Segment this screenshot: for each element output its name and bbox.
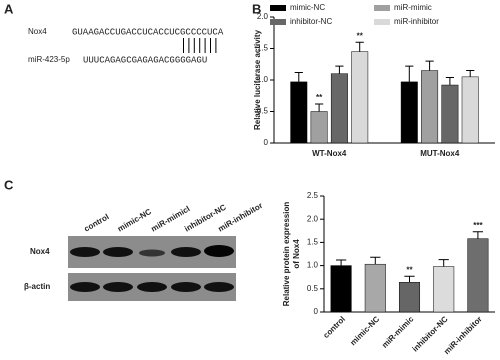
- sequence: GUAAGACCUGACCUCACCUCGCCCCUCA: [72, 27, 224, 37]
- x-tick-label: WT-Nox4: [312, 149, 347, 158]
- blot-row-label: β-actin: [24, 282, 50, 291]
- error-bar: [404, 275, 415, 283]
- panel-label: A: [4, 1, 14, 16]
- sequence-name: Nox4: [28, 27, 47, 36]
- x-tick-label: mimic-NC: [348, 314, 381, 347]
- bar: [330, 265, 352, 313]
- y-tick-label: 0: [314, 307, 319, 316]
- error-bar: [294, 71, 303, 82]
- error-bar: [370, 256, 381, 265]
- error-bar: [335, 65, 344, 74]
- y-tick-label: 0.5: [257, 107, 269, 116]
- error-bar: [405, 65, 414, 82]
- y-tick-label: 1.5: [257, 44, 269, 53]
- legend-swatch: [270, 19, 286, 25]
- blot: [68, 236, 236, 301]
- pairing-lines: [183, 38, 217, 53]
- bar: [364, 263, 386, 313]
- x-tick-label: MUT-Nox4: [420, 149, 460, 158]
- bar: [467, 238, 489, 313]
- significance: **: [316, 93, 323, 102]
- significance: **: [406, 265, 413, 274]
- error-bar: [438, 259, 449, 267]
- error-bar: [355, 41, 364, 52]
- lane-label: control: [83, 212, 111, 233]
- bar: [330, 73, 348, 144]
- bar: [461, 76, 479, 144]
- legend-swatch: [270, 5, 286, 11]
- bar: [290, 81, 308, 144]
- x-tick-label: miR-mimic: [380, 314, 416, 350]
- blot-row-label: Nox4: [30, 247, 50, 256]
- lane-label: mimic-NC: [116, 207, 153, 234]
- x-tick-label: control: [321, 315, 347, 341]
- y-tick-label: 2.0: [307, 214, 319, 223]
- y-axis-label: Relative luciferase activity: [253, 29, 262, 130]
- legend-label: miR-inhibitor: [394, 17, 439, 26]
- sequence: UUUCAGAGCGAGAGACGGGGAGU: [83, 55, 207, 65]
- bar: [398, 282, 421, 313]
- sequence-name: miR-423-5p: [28, 55, 70, 64]
- y-tick-label: 1.5: [307, 238, 319, 247]
- legend-swatch: [374, 19, 390, 25]
- legend-label: inhibitor-NC: [290, 17, 332, 26]
- y-tick-label: 1.0: [307, 261, 319, 270]
- bar: [400, 81, 418, 144]
- legend-swatch: [374, 5, 390, 11]
- error-bar: [425, 60, 434, 71]
- legend-label: miR-mimic: [394, 3, 432, 12]
- panel-label: B: [252, 1, 261, 16]
- legend-label: mimic-NC: [290, 3, 325, 12]
- y-tick-label: 0.5: [307, 284, 319, 293]
- significance: **: [357, 31, 364, 40]
- error-bar: [335, 259, 347, 266]
- y-tick-label: 1.0: [257, 75, 269, 84]
- panel-label: C: [4, 177, 14, 192]
- y-tick-label: 2.5: [307, 191, 319, 200]
- y-axis-label: Relative protein expression: [282, 202, 291, 307]
- bar: [441, 84, 459, 144]
- significance: ***: [473, 221, 483, 230]
- error-bar: [314, 103, 324, 112]
- y-tick-label: 0: [264, 138, 269, 147]
- bar: [433, 266, 455, 313]
- y-tick-label: 2.0: [257, 12, 269, 21]
- error-bar: [445, 76, 455, 86]
- y-axis-label: of Nox4: [292, 239, 301, 269]
- bar: [351, 51, 369, 144]
- bar: [310, 111, 328, 144]
- error-bar: [472, 231, 484, 239]
- bar: [421, 70, 439, 144]
- error-bar: [466, 70, 475, 77]
